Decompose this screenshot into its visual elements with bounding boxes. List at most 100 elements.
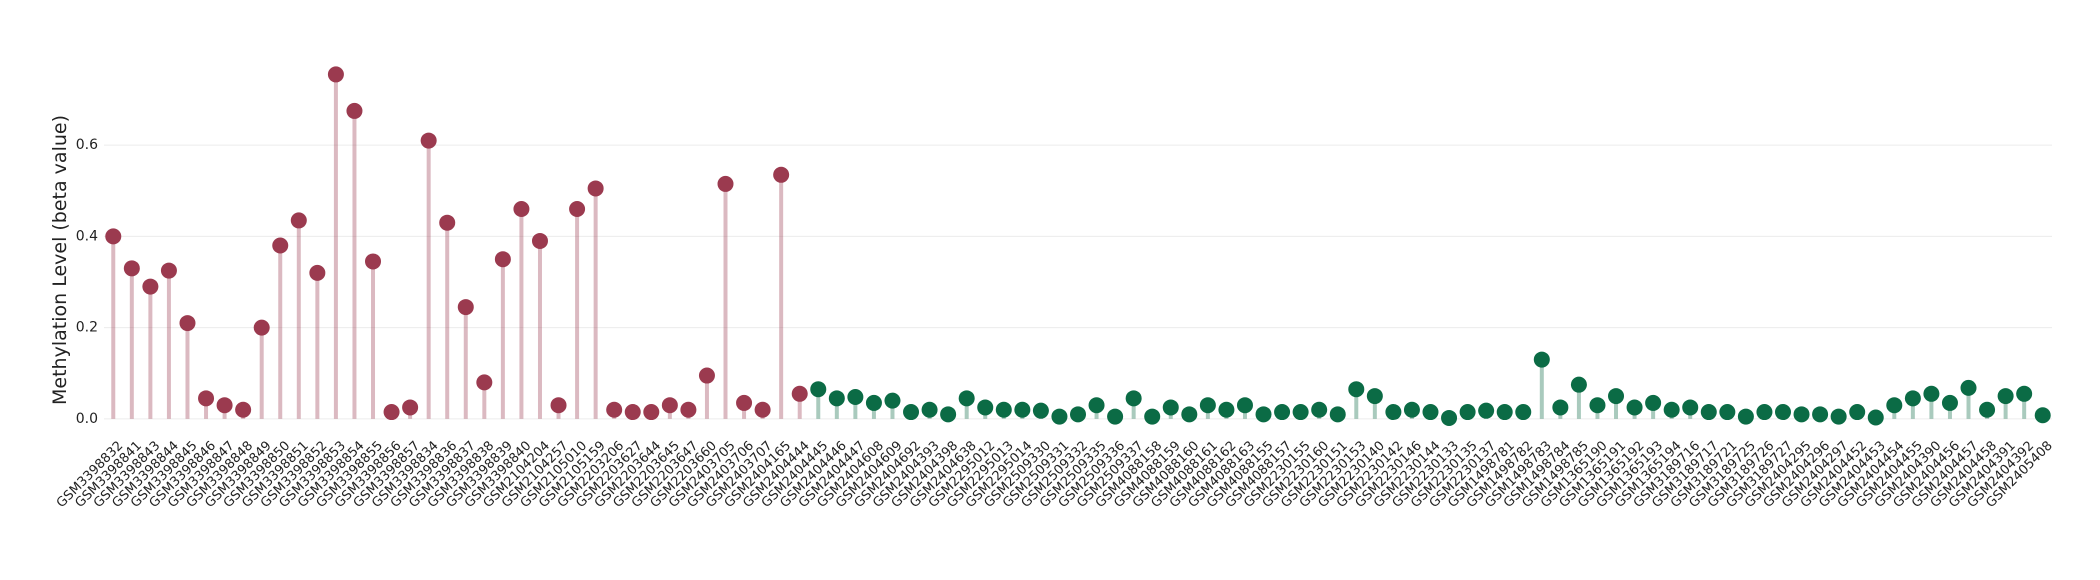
dot — [235, 401, 252, 418]
dot — [1589, 397, 1606, 414]
y-axis-title: Methylation Level (beta value) — [49, 115, 71, 405]
dot — [365, 253, 382, 270]
dot — [1070, 406, 1086, 423]
dot — [105, 228, 122, 245]
dot — [1645, 394, 1662, 411]
dot — [198, 390, 215, 407]
dot — [1459, 404, 1476, 421]
dot — [1682, 399, 1699, 416]
dot — [253, 319, 270, 336]
dot — [1941, 394, 1958, 411]
dot — [847, 388, 864, 405]
dot — [1923, 385, 1940, 402]
dot — [698, 367, 715, 384]
dot — [1608, 388, 1625, 405]
dot — [1125, 390, 1142, 407]
dot — [736, 394, 753, 411]
dot — [569, 201, 586, 217]
dot — [1849, 404, 1866, 421]
dot — [439, 214, 456, 231]
dot — [606, 401, 623, 418]
dot — [1756, 404, 1773, 421]
y-tick-label: 0.6 — [76, 137, 98, 153]
dot — [773, 166, 790, 183]
dot — [1274, 404, 1291, 421]
dot — [290, 212, 307, 229]
dot — [1329, 406, 1346, 423]
dot — [123, 260, 140, 277]
dot — [142, 278, 159, 295]
dot — [1774, 404, 1791, 421]
dot — [1255, 406, 1272, 423]
dot — [643, 404, 660, 421]
dot — [1014, 401, 1031, 418]
dot — [903, 404, 920, 421]
dot — [513, 201, 530, 217]
dot — [828, 390, 845, 407]
dot — [1997, 388, 2014, 405]
dot — [457, 299, 474, 316]
dot — [1904, 390, 1921, 407]
dot — [1626, 399, 1643, 416]
dot — [402, 399, 419, 416]
dot — [1441, 409, 1458, 426]
dot — [1886, 397, 1903, 414]
dot — [1218, 401, 1235, 418]
dot — [1793, 406, 1810, 423]
dot — [958, 390, 975, 407]
dot — [717, 175, 734, 192]
dot — [1107, 408, 1124, 425]
dot — [1366, 388, 1383, 405]
dot — [1051, 408, 1068, 425]
dot — [1867, 409, 1884, 426]
dot — [346, 102, 363, 119]
dot — [309, 264, 326, 281]
dot — [1960, 379, 1977, 396]
dot — [1700, 404, 1717, 421]
dot — [1515, 404, 1532, 421]
dot — [272, 237, 289, 254]
dot — [680, 401, 697, 418]
dot — [1348, 381, 1365, 398]
dot — [1552, 399, 1569, 416]
dot — [1663, 401, 1680, 418]
dot — [1737, 408, 1754, 425]
y-tick-label: 0.0 — [76, 411, 98, 427]
dot — [1311, 401, 1328, 418]
dot — [383, 404, 400, 421]
dot — [940, 406, 957, 423]
dot — [1478, 402, 1495, 419]
dot — [179, 315, 196, 332]
dot — [810, 381, 827, 398]
dot — [1385, 404, 1402, 421]
dot — [1403, 401, 1420, 418]
dot — [1422, 404, 1439, 421]
dot — [1292, 404, 1309, 421]
y-tick-label: 0.2 — [76, 320, 98, 336]
dot — [1236, 397, 1253, 414]
dot — [1032, 402, 1049, 419]
dot — [884, 392, 901, 409]
dot — [1088, 397, 1105, 414]
dot — [791, 385, 808, 402]
dot — [2016, 385, 2033, 402]
dot — [977, 399, 994, 416]
dot — [1812, 406, 1829, 423]
dot — [494, 251, 511, 268]
dot — [661, 397, 678, 414]
dot — [420, 132, 437, 149]
dot — [1979, 401, 1996, 418]
dot — [624, 404, 641, 421]
dot — [921, 401, 938, 418]
dot — [2034, 407, 2051, 424]
dot — [1144, 408, 1161, 425]
dot — [476, 374, 493, 391]
dot — [1496, 404, 1513, 421]
dot — [1570, 376, 1587, 393]
dot — [1719, 404, 1736, 421]
dot — [550, 397, 567, 414]
dot — [1533, 351, 1550, 368]
dot — [216, 397, 233, 414]
